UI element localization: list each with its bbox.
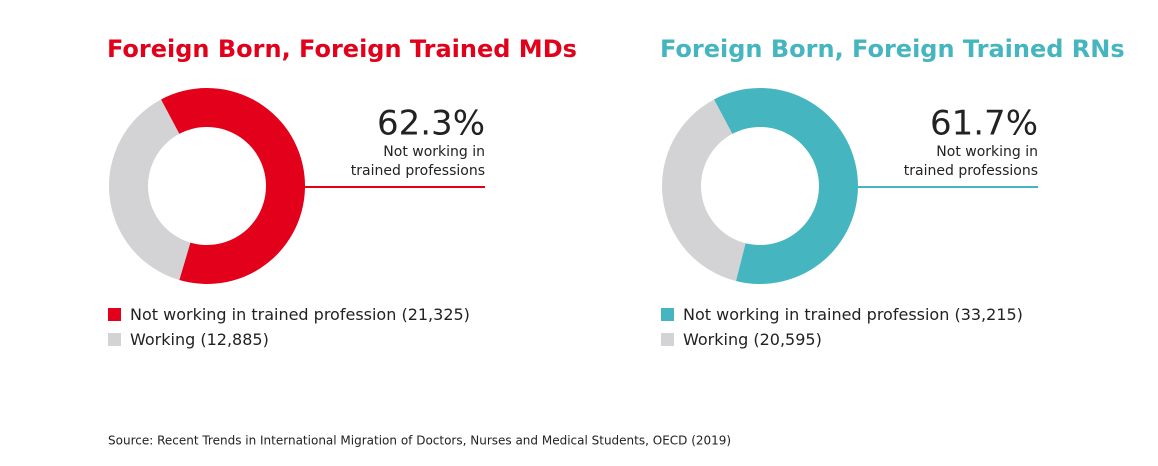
legend-value: (21,325) bbox=[401, 305, 469, 324]
chart-title: Foreign Born, Foreign Trained RNs bbox=[660, 35, 1125, 63]
legend-name: Working bbox=[683, 330, 748, 349]
chart-title: Foreign Born, Foreign Trained MDs bbox=[107, 35, 577, 63]
legend-value: (12,885) bbox=[200, 330, 268, 349]
legend-name: Not working in trained profession bbox=[683, 305, 949, 324]
legend-swatch bbox=[108, 333, 121, 346]
annotation-value: 62.3% bbox=[377, 104, 485, 144]
legend-swatch bbox=[661, 308, 674, 321]
legend-swatch bbox=[661, 333, 674, 346]
legend-label: Working (12,885) bbox=[130, 330, 269, 349]
annotation-text: Not working in bbox=[383, 144, 485, 160]
annotation-value: 61.7% bbox=[930, 104, 1038, 144]
donut-segment bbox=[713, 87, 858, 284]
annotation-text: trained professions bbox=[904, 163, 1038, 179]
legend-label: Not working in trained profession (33,21… bbox=[683, 305, 1023, 324]
legend-label: Not working in trained profession (21,32… bbox=[130, 305, 470, 324]
legend-value: (20,595) bbox=[753, 330, 821, 349]
source-note: Source: Recent Trends in International M… bbox=[108, 434, 731, 448]
legend-name: Not working in trained profession bbox=[130, 305, 396, 324]
donut-segment bbox=[160, 88, 305, 284]
legend-name: Working bbox=[130, 330, 195, 349]
donut-segment bbox=[108, 99, 191, 281]
legend-swatch bbox=[108, 308, 121, 321]
donut-segment bbox=[662, 99, 746, 281]
legend-label: Working (20,595) bbox=[683, 330, 822, 349]
annotation-text: trained professions bbox=[351, 163, 485, 179]
legend-value: (33,215) bbox=[954, 305, 1022, 324]
annotation-text: Not working in bbox=[936, 144, 1038, 160]
